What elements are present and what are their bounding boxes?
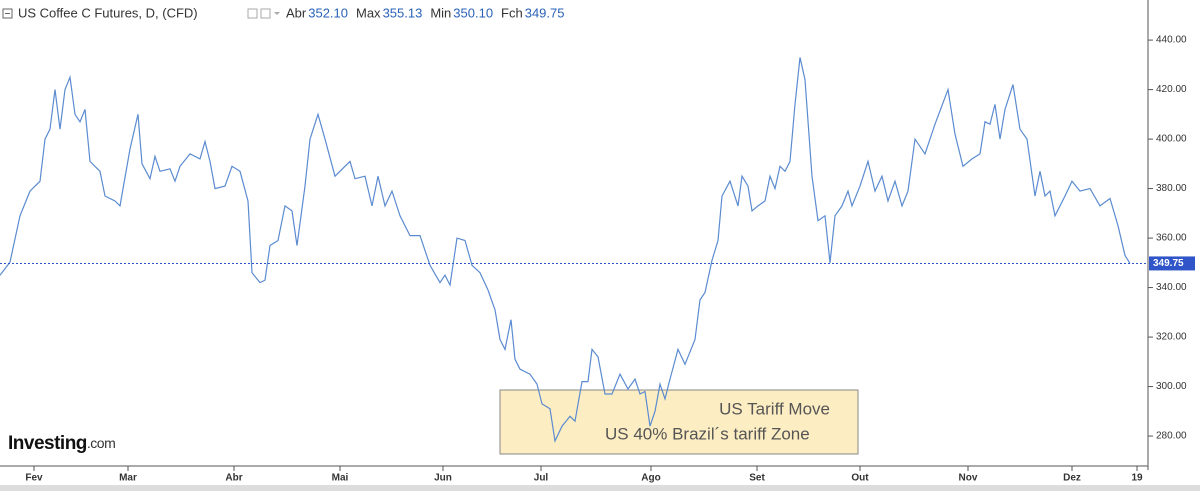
annotation-text: US 40% Brazil´s tariff Zone: [605, 424, 810, 443]
x-tick-label: Nov: [959, 473, 978, 484]
x-tick-label: Jul: [534, 473, 549, 484]
quote-value: 350.10: [453, 5, 493, 20]
y-tick-label: 420.00: [1156, 84, 1187, 95]
x-tick-label: Set: [749, 473, 765, 484]
x-tick-label: Fev: [25, 473, 43, 484]
annotation-box: [499, 389, 859, 455]
y-tick-label: 360.00: [1156, 233, 1187, 244]
y-tick-label: 440.00: [1156, 35, 1187, 46]
x-tick-label: 19: [1131, 473, 1143, 484]
quote-value: 352.10: [308, 5, 348, 20]
last-price-label: 349.75: [1153, 258, 1184, 269]
scrollbar[interactable]: [0, 485, 1200, 491]
settings-icon[interactable]: [260, 8, 271, 19]
y-tick-label: 400.00: [1156, 134, 1187, 145]
y-tick-label: 300.00: [1156, 381, 1187, 392]
quote-label: Max: [356, 5, 381, 20]
brand-name: Investing: [8, 433, 87, 454]
annotation-text: US Tariff Move: [719, 399, 830, 418]
chart-title: US Coffee C Futures, D, (CFD): [18, 5, 198, 20]
quote-label: Min: [430, 5, 451, 20]
quote-value: 355.13: [383, 5, 423, 20]
y-tick-label: 340.00: [1156, 282, 1187, 293]
x-tick-label: Mar: [119, 473, 137, 484]
x-tick-label: Mai: [332, 473, 349, 484]
last-price-tag: [1149, 256, 1195, 271]
brand-logo: Investing.com: [8, 433, 115, 454]
y-tick-label: 320.00: [1156, 332, 1187, 343]
y-tick-label: 380.00: [1156, 183, 1187, 194]
quote-label: Abr: [286, 5, 307, 20]
settings-icon[interactable]: [247, 8, 258, 19]
brand-suffix: .com: [87, 435, 115, 451]
x-tick-label: Jun: [434, 473, 452, 484]
collapse-icon[interactable]: [2, 8, 13, 19]
quote-label: Fch: [501, 5, 523, 20]
x-tick-label: Out: [851, 473, 869, 484]
price-line: [0, 57, 1131, 444]
x-tick-label: Abr: [225, 473, 242, 484]
y-tick-label: 280.00: [1156, 431, 1187, 442]
quote-value: 349.75: [525, 5, 565, 20]
x-tick-label: Ago: [641, 473, 660, 484]
dropdown-icon[interactable]: [274, 12, 280, 15]
x-tick-label: Dez: [1063, 473, 1081, 484]
quote-bar: Abr 352.10 Max 355.13 Min 350.10 Fch 349.75: [286, 5, 564, 20]
